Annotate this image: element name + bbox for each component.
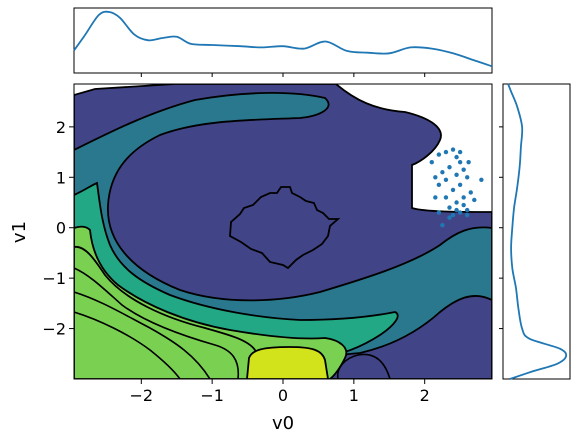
x-tick-label: 0 — [278, 386, 288, 405]
right-marginal-kde-line — [507, 83, 568, 380]
scatter-point — [436, 182, 442, 188]
scatter-point — [454, 207, 459, 213]
scatter-point — [457, 182, 463, 188]
scatter-point — [454, 172, 459, 177]
x-axis: −2 −1 0 1 2 — [130, 379, 430, 405]
scatter-point — [440, 222, 445, 228]
contour-level-6 — [246, 346, 329, 379]
scatter-point — [447, 215, 452, 220]
x-tick-label: 1 — [349, 386, 359, 405]
scatter-point — [465, 212, 470, 218]
scatter-point — [443, 195, 449, 200]
scatter-point — [457, 159, 463, 165]
scatter-point — [454, 154, 459, 160]
scatter-point — [450, 147, 456, 152]
top-marginal-kde-line — [73, 10, 493, 68]
scatter-point — [447, 165, 452, 170]
scatter-point — [429, 159, 434, 165]
right-marginal-panel — [499, 83, 571, 380]
y-axis: −2 −1 0 1 2 — [42, 118, 74, 339]
scatter-point — [466, 159, 471, 165]
y-tick-label: 1 — [56, 168, 66, 187]
scatter-point — [472, 197, 477, 203]
contour-inner-ring — [229, 186, 341, 270]
scatter-point — [436, 210, 442, 215]
scatter-point — [465, 207, 470, 213]
scatter-point — [468, 190, 473, 195]
y-tick-label: −1 — [42, 269, 66, 288]
x-tick-label: −2 — [130, 386, 154, 405]
y-tick-label: −2 — [42, 320, 66, 339]
y-tick-label: 2 — [56, 118, 66, 137]
x-tick-label: 2 — [420, 386, 430, 405]
scatter-point — [450, 187, 456, 193]
scatter-point — [461, 167, 466, 172]
scatter-point — [457, 210, 463, 215]
top-marginal-frame — [73, 7, 493, 74]
scatter-point — [461, 195, 466, 200]
scatter-points — [429, 147, 484, 228]
scatter-point — [465, 175, 470, 180]
scatter-point — [447, 205, 452, 210]
x-axis-label: v0 — [272, 413, 294, 434]
top-marginal-ticks — [140, 73, 426, 77]
scatter-point — [440, 170, 445, 175]
main-contour-panel: −2 −1 0 1 2 −2 −1 0 1 2 v0 v1 — [9, 83, 493, 434]
scatter-point — [461, 202, 466, 208]
scatter-point — [450, 212, 456, 218]
scatter-point — [479, 177, 484, 183]
y-tick-label: 0 — [56, 219, 66, 238]
right-marginal-frame — [502, 83, 571, 380]
scatter-point — [443, 149, 449, 155]
scatter-point — [433, 175, 438, 180]
contour-line-a — [74, 267, 240, 379]
y-axis-label: v1 — [9, 221, 30, 243]
scatter-point — [454, 200, 459, 205]
top-marginal-panel — [73, 7, 493, 77]
contour-fills — [74, 84, 492, 379]
scatter-point — [443, 177, 449, 183]
contour-line-c — [74, 311, 181, 379]
contour-line-d — [336, 353, 391, 379]
x-tick-label: −1 — [200, 386, 224, 405]
scatter-point — [433, 195, 438, 200]
scatter-point — [457, 149, 463, 155]
right-marginal-ticks — [499, 126, 503, 330]
contour-line-b — [74, 291, 211, 379]
scatter-point — [436, 152, 442, 157]
